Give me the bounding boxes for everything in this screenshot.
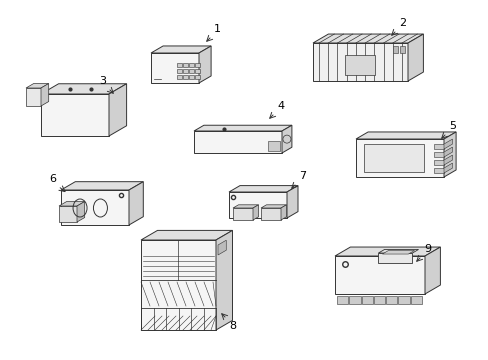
Text: 9: 9: [423, 244, 430, 254]
Polygon shape: [177, 69, 182, 73]
Polygon shape: [41, 94, 109, 136]
Text: 5: 5: [448, 121, 455, 131]
Polygon shape: [183, 75, 187, 79]
Polygon shape: [41, 84, 49, 106]
Polygon shape: [59, 206, 77, 222]
Polygon shape: [336, 296, 347, 304]
Polygon shape: [151, 53, 199, 83]
Polygon shape: [399, 46, 404, 53]
Polygon shape: [141, 240, 216, 330]
Polygon shape: [348, 296, 360, 304]
Polygon shape: [195, 69, 200, 73]
Polygon shape: [232, 208, 252, 220]
Polygon shape: [443, 163, 451, 173]
Text: 7: 7: [298, 171, 305, 181]
Polygon shape: [177, 63, 182, 67]
Text: 8: 8: [228, 321, 236, 331]
Polygon shape: [109, 84, 126, 136]
Polygon shape: [443, 139, 451, 149]
Polygon shape: [312, 34, 423, 43]
Polygon shape: [199, 46, 211, 83]
Polygon shape: [194, 125, 291, 131]
Polygon shape: [373, 296, 385, 304]
Polygon shape: [195, 75, 200, 79]
Polygon shape: [61, 182, 143, 190]
Text: 6: 6: [49, 174, 56, 184]
Polygon shape: [386, 296, 397, 304]
Polygon shape: [398, 296, 409, 304]
Polygon shape: [382, 251, 414, 254]
Polygon shape: [195, 63, 200, 67]
Polygon shape: [228, 192, 286, 218]
Polygon shape: [218, 240, 226, 255]
Polygon shape: [433, 152, 443, 157]
Polygon shape: [41, 84, 126, 94]
Polygon shape: [194, 131, 282, 153]
Polygon shape: [355, 139, 443, 177]
Polygon shape: [363, 144, 423, 172]
Polygon shape: [26, 84, 49, 88]
Polygon shape: [189, 75, 194, 79]
Polygon shape: [378, 253, 411, 263]
Text: 1: 1: [214, 24, 221, 34]
Polygon shape: [433, 144, 443, 149]
Polygon shape: [281, 205, 286, 220]
Polygon shape: [129, 182, 143, 225]
Polygon shape: [312, 43, 407, 81]
Polygon shape: [361, 296, 372, 304]
Polygon shape: [261, 208, 281, 220]
Text: 2: 2: [398, 18, 406, 28]
Polygon shape: [189, 69, 194, 73]
Polygon shape: [189, 63, 194, 67]
Polygon shape: [355, 132, 455, 139]
Polygon shape: [59, 202, 84, 206]
Polygon shape: [141, 230, 232, 240]
Polygon shape: [286, 186, 297, 218]
Polygon shape: [345, 55, 374, 75]
Polygon shape: [252, 205, 258, 220]
Polygon shape: [443, 155, 451, 165]
Polygon shape: [424, 247, 440, 294]
Polygon shape: [216, 230, 232, 330]
Polygon shape: [334, 247, 440, 256]
Polygon shape: [151, 46, 211, 53]
Polygon shape: [407, 34, 423, 81]
Polygon shape: [26, 88, 41, 106]
Polygon shape: [261, 205, 286, 208]
Polygon shape: [443, 147, 451, 157]
Text: 4: 4: [276, 101, 284, 111]
Polygon shape: [334, 256, 424, 294]
Polygon shape: [228, 186, 297, 192]
Polygon shape: [392, 46, 397, 53]
Polygon shape: [443, 132, 455, 177]
Polygon shape: [61, 190, 129, 225]
Polygon shape: [77, 202, 84, 222]
Polygon shape: [282, 125, 291, 153]
Polygon shape: [410, 296, 421, 304]
Polygon shape: [177, 75, 182, 79]
Polygon shape: [267, 141, 280, 151]
Polygon shape: [433, 160, 443, 165]
Text: 3: 3: [99, 76, 106, 86]
Polygon shape: [232, 205, 258, 208]
Polygon shape: [183, 63, 187, 67]
Polygon shape: [183, 69, 187, 73]
Polygon shape: [433, 168, 443, 173]
Polygon shape: [378, 249, 418, 253]
